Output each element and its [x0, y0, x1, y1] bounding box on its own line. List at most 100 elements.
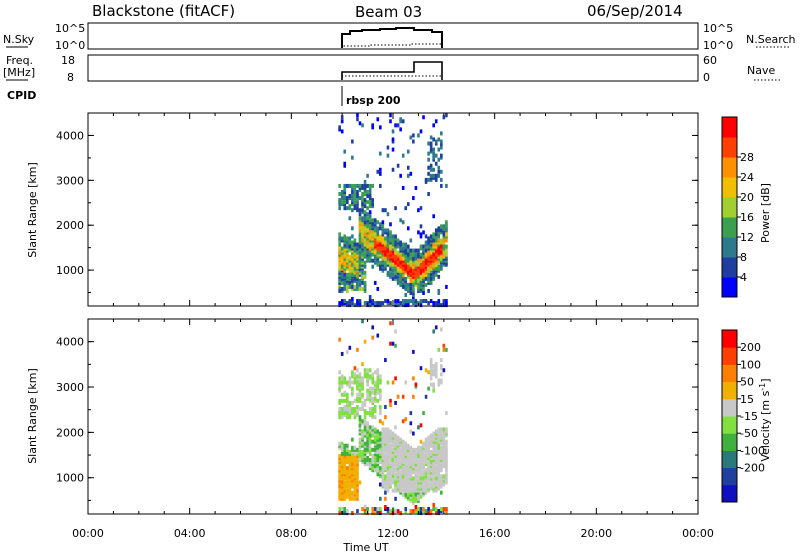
- data-cell: [363, 226, 367, 231]
- data-cell: [376, 386, 380, 391]
- data-cell: [445, 427, 448, 432]
- data-cell: [371, 453, 374, 458]
- data-cell: [424, 177, 428, 182]
- data-cell: [338, 254, 341, 259]
- data-cell: [445, 252, 448, 257]
- data-cell: [381, 445, 385, 450]
- data-cell: [424, 242, 428, 247]
- data-cell: [356, 380, 359, 385]
- data-cell: [373, 230, 377, 235]
- data-cell: [356, 299, 359, 304]
- data-cell: [353, 486, 357, 491]
- data-cell: [440, 230, 443, 235]
- data-cell: [353, 376, 357, 381]
- data-cell: [422, 445, 425, 450]
- data-cell: [373, 441, 377, 446]
- data-cell: [384, 230, 387, 235]
- data-cell: [429, 276, 433, 281]
- data-cell: [356, 208, 359, 213]
- data-cell: [434, 511, 438, 516]
- data-cell: [348, 244, 352, 249]
- data-cell: [440, 303, 443, 308]
- data-cell: [351, 272, 354, 277]
- data-cell: [427, 458, 430, 463]
- data-cell: [356, 374, 359, 379]
- data-cell: [358, 236, 362, 241]
- data-cell: [432, 250, 435, 255]
- data-cell: [429, 511, 433, 516]
- data-cell: [399, 484, 402, 489]
- data-cell: [351, 380, 354, 385]
- data-cell: [381, 224, 385, 229]
- data-cell: [373, 511, 377, 516]
- data-cell: [358, 268, 362, 273]
- data-cell: [417, 447, 420, 452]
- data-cell: [345, 264, 349, 269]
- data-cell: [440, 366, 443, 371]
- data-cell: [338, 413, 341, 418]
- data-cell: [381, 470, 385, 475]
- data-cell: [406, 492, 410, 497]
- data-cell: [340, 272, 344, 277]
- data-cell: [340, 478, 344, 483]
- data-cell: [386, 458, 390, 463]
- data-cell: [409, 135, 413, 140]
- data-cell: [409, 498, 413, 503]
- data-cell: [437, 238, 441, 243]
- data-cell: [340, 250, 344, 255]
- data-cell: [361, 232, 364, 237]
- data-cell: [424, 250, 428, 255]
- data-cell: [384, 486, 387, 491]
- data-cell: [361, 443, 364, 448]
- data-cell: [419, 458, 423, 463]
- data-cell: [356, 246, 359, 251]
- data-cell: [422, 244, 425, 249]
- data-cell: [419, 451, 423, 456]
- data-cell: [353, 260, 357, 265]
- data-cell: [424, 476, 428, 481]
- data-cell: [379, 451, 382, 456]
- data-cell: [437, 303, 441, 308]
- colorbar-swatch: [722, 177, 737, 198]
- data-cell: [351, 411, 354, 416]
- data-cell: [361, 224, 364, 229]
- data-cell: [345, 303, 349, 308]
- data-cell: [363, 189, 367, 194]
- data-cell: [366, 189, 369, 194]
- data-cell: [394, 206, 397, 211]
- data-cell: [437, 165, 441, 170]
- data-cell: [429, 476, 433, 481]
- data-cell: [348, 240, 352, 245]
- data-cell: [432, 455, 435, 460]
- data-cell: [340, 258, 344, 263]
- data-cell: [440, 244, 443, 249]
- data-cell: [445, 222, 448, 227]
- data-cell: [427, 246, 430, 251]
- data-cell: [338, 388, 341, 393]
- data-cell: [368, 429, 372, 434]
- data-cell: [343, 474, 347, 479]
- data-cell: [366, 222, 369, 227]
- data-cell: [396, 238, 400, 243]
- data-cell: [366, 447, 369, 452]
- data-cell: [417, 248, 420, 253]
- data-cell: [427, 258, 430, 263]
- data-cell: [406, 268, 410, 273]
- data-cell: [368, 445, 372, 450]
- data-cell: [389, 482, 392, 487]
- data-cell: [356, 494, 359, 499]
- data-cell: [356, 474, 359, 479]
- data-cell: [356, 284, 359, 289]
- data-cell: [361, 254, 364, 259]
- data-cell: [432, 264, 435, 269]
- data-cell: [343, 301, 347, 306]
- data-cell: [384, 248, 387, 253]
- data-cell: [366, 427, 369, 432]
- data-cell: [384, 447, 387, 452]
- data-cell: [345, 453, 349, 458]
- data-cell: [389, 433, 392, 438]
- time-tick-label: 00:00: [72, 527, 104, 540]
- data-cell: [343, 274, 347, 279]
- data-cell: [368, 392, 372, 397]
- data-cell: [363, 210, 367, 215]
